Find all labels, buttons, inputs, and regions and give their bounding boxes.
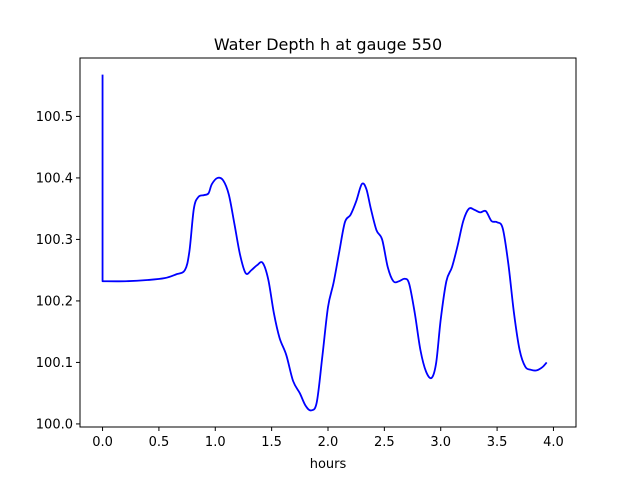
x-tick-label: 0.0 xyxy=(92,435,113,450)
y-tick-label: 100.4 xyxy=(36,171,73,186)
x-tick-label: 4.0 xyxy=(543,435,564,450)
x-tick-label: 0.5 xyxy=(149,435,170,450)
y-tick-label: 100.0 xyxy=(36,417,73,432)
y-ticks: 100.0 100.1 100.2 100.3 100.4 100.5 xyxy=(36,110,80,432)
y-tick-label: 100.3 xyxy=(36,233,73,248)
series-line xyxy=(101,74,548,412)
x-tick-label: 3.5 xyxy=(487,435,508,450)
x-tick-label: 3.0 xyxy=(430,435,451,450)
plot-area-frame xyxy=(79,57,577,428)
y-tick-label: 100.2 xyxy=(36,294,73,309)
chart-title: Water Depth h at gauge 550 xyxy=(214,35,442,54)
x-ticks: 0.0 0.5 1.0 1.5 2.0 2.5 3.0 3.5 4.0 xyxy=(92,427,564,450)
x-tick-label: 2.0 xyxy=(318,435,339,450)
y-tick-label: 100.5 xyxy=(36,110,73,125)
x-axis-label: hours xyxy=(310,457,347,472)
x-tick-label: 2.5 xyxy=(374,435,395,450)
x-tick-label: 1.5 xyxy=(261,435,282,450)
x-tick-label: 1.0 xyxy=(205,435,226,450)
y-tick-label: 100.1 xyxy=(36,356,73,371)
